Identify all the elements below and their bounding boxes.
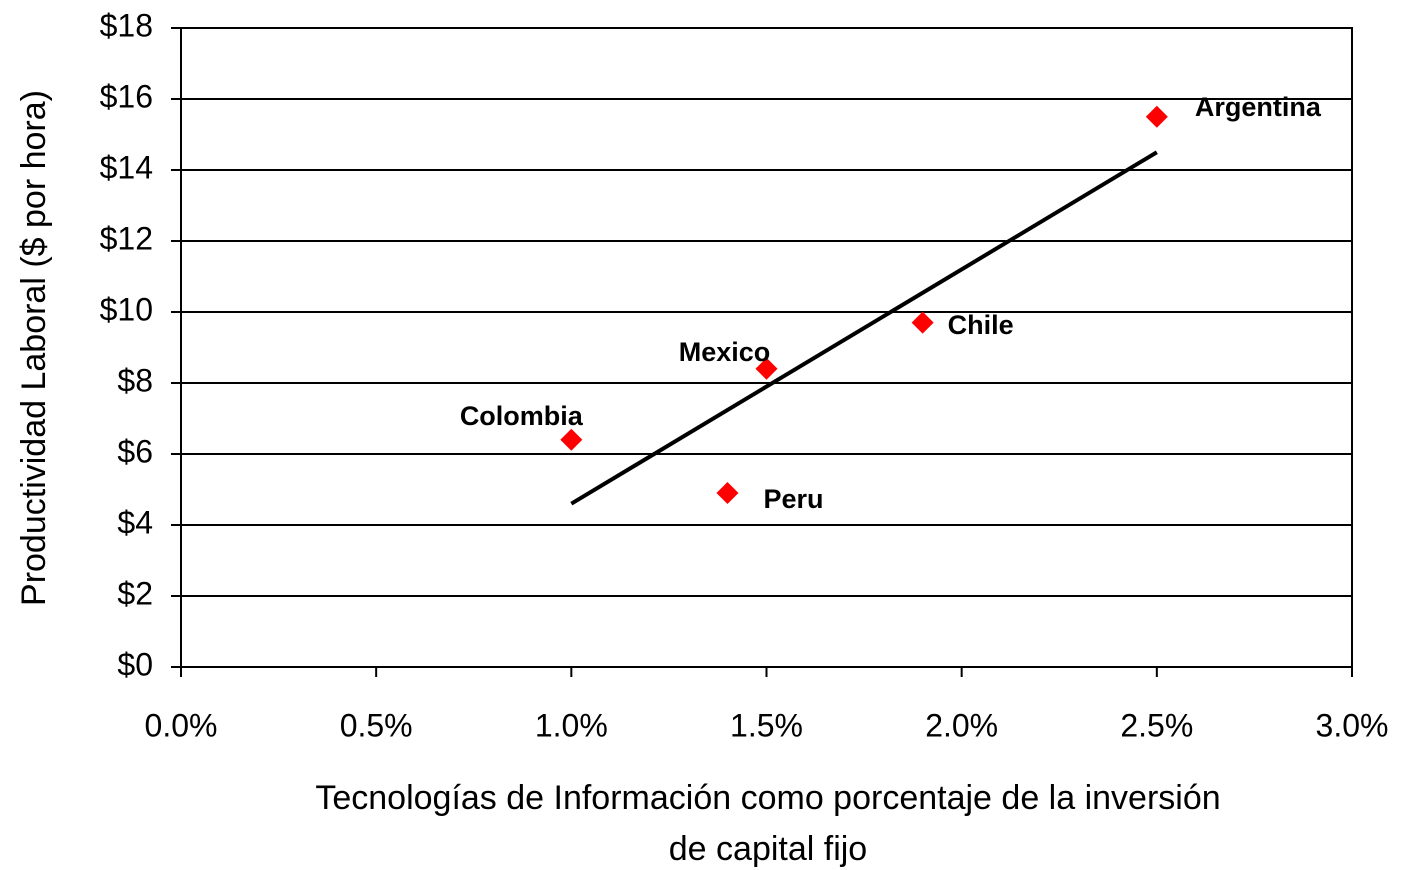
x-tick-label: 0.5% bbox=[340, 707, 413, 743]
y-tick-label: $12 bbox=[100, 220, 153, 256]
x-axis-label: Tecnologías de Información como porcenta… bbox=[315, 779, 1220, 817]
y-tick-label: $8 bbox=[117, 362, 153, 398]
trendline bbox=[570, 150, 1158, 506]
point-label: Argentina bbox=[1195, 92, 1322, 122]
y-tick-label: $0 bbox=[117, 646, 153, 682]
point-label: Chile bbox=[948, 310, 1014, 340]
x-tick-label: 1.5% bbox=[730, 707, 803, 743]
data-point bbox=[716, 482, 739, 505]
x-tick-label: 2.0% bbox=[925, 707, 998, 743]
y-tick-label: $4 bbox=[117, 504, 153, 540]
point-label: Peru bbox=[763, 484, 823, 514]
data-point bbox=[911, 311, 934, 334]
x-tick-label: 2.5% bbox=[1120, 707, 1193, 743]
y-tick-label: $10 bbox=[100, 291, 153, 327]
y-tick-label: $2 bbox=[117, 575, 153, 611]
y-tick-label: $6 bbox=[117, 433, 153, 469]
data-point bbox=[560, 428, 583, 451]
x-tick-label: 3.0% bbox=[1316, 707, 1389, 743]
x-axis-label: de capital fijo bbox=[669, 830, 867, 868]
plot-area bbox=[180, 27, 1353, 668]
x-tick-label: 0.0% bbox=[145, 707, 218, 743]
y-tick-label: $16 bbox=[100, 78, 153, 114]
x-tick-label: 1.0% bbox=[535, 707, 608, 743]
data-point bbox=[755, 357, 778, 380]
y-tick-label: $14 bbox=[100, 149, 153, 185]
point-label: Colombia bbox=[460, 401, 584, 431]
data-point bbox=[1145, 105, 1168, 128]
point-label: Mexico bbox=[679, 337, 771, 367]
y-axis-label: Productividad Laboral ($ por hora) bbox=[15, 90, 53, 606]
y-tick-label: $18 bbox=[100, 7, 153, 43]
